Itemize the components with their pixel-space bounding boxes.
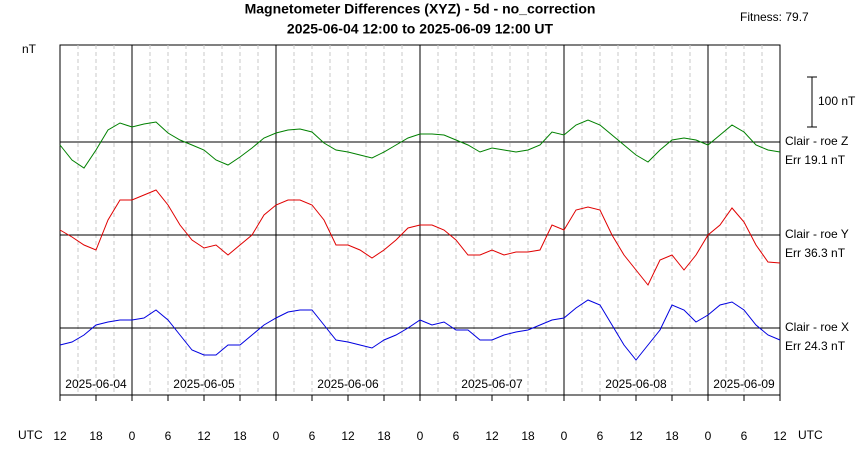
x-tick-label: 6 — [597, 429, 604, 443]
x-tick-label: 0 — [705, 429, 712, 443]
date-label: 2025-06-09 — [713, 377, 775, 391]
x-tick-label: 12 — [629, 429, 643, 443]
x-label-right: UTC — [798, 428, 823, 442]
series-name: Clair - roe Z — [785, 134, 848, 148]
scale-bar-label: 100 nT — [818, 94, 856, 108]
x-tick-label: 18 — [89, 429, 103, 443]
x-tick-label: 12 — [53, 429, 67, 443]
x-tick-label: 6 — [741, 429, 748, 443]
x-tick-label: 0 — [273, 429, 280, 443]
x-tick-label: 18 — [377, 429, 391, 443]
x-tick-label: 6 — [309, 429, 316, 443]
x-tick-label: 6 — [165, 429, 172, 443]
chart-subtitle: 2025-06-04 12:00 to 2025-06-09 12:00 UT — [287, 21, 554, 37]
x-tick-label: 18 — [665, 429, 679, 443]
date-label: 2025-06-08 — [605, 377, 667, 391]
series-name: Clair - roe Y — [785, 227, 849, 241]
x-tick-label: 0 — [417, 429, 424, 443]
date-label: 2025-06-05 — [173, 377, 235, 391]
x-tick-label: 12 — [773, 429, 787, 443]
x-label-left: UTC — [18, 428, 43, 442]
x-tick-label: 6 — [453, 429, 460, 443]
date-label: 2025-06-07 — [461, 377, 523, 391]
date-label: 2025-06-06 — [317, 377, 379, 391]
series-error: Err 36.3 nT — [785, 246, 846, 260]
x-tick-label: 0 — [561, 429, 568, 443]
series-error: Err 19.1 nT — [785, 153, 846, 167]
chart-title: Magnetometer Differences (XYZ) - 5d - no… — [245, 1, 596, 17]
y-label: nT — [22, 42, 37, 56]
fitness: Fitness: 79.7 — [740, 10, 809, 24]
x-tick-label: 18 — [521, 429, 535, 443]
x-tick-label: 12 — [197, 429, 211, 443]
x-tick-label: 18 — [233, 429, 247, 443]
series-name: Clair - roe X — [785, 320, 849, 334]
x-tick-label: 12 — [341, 429, 355, 443]
x-tick-label: 0 — [129, 429, 136, 443]
series-line — [59, 189, 781, 286]
date-label: 2025-06-04 — [65, 377, 127, 391]
series-line — [59, 119, 781, 169]
series-line — [59, 299, 781, 361]
series-error: Err 24.3 nT — [785, 339, 846, 353]
x-tick-label: 12 — [485, 429, 499, 443]
